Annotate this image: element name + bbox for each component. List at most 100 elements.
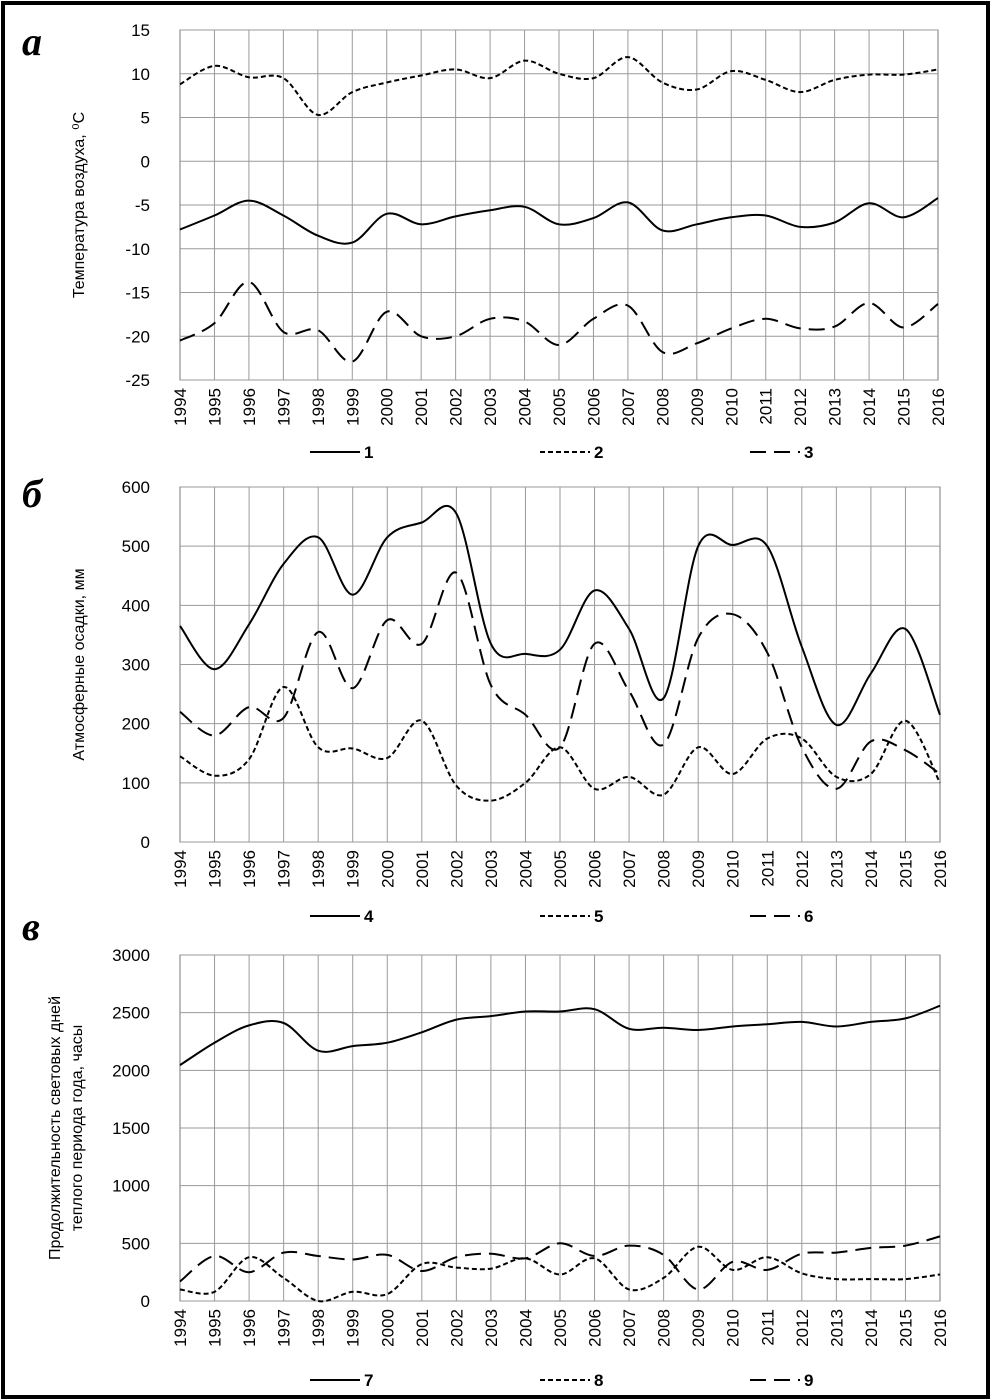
x-tick-label: 2015: [896, 1309, 915, 1347]
y-axis-title: Продолжительность световых дней теплого …: [47, 996, 86, 1260]
x-tick-label: 2004: [516, 388, 535, 426]
legend-label-5: 5: [594, 907, 603, 926]
x-tick-label: 1995: [205, 388, 224, 426]
x-tick-label: 2011: [758, 850, 777, 887]
x-tick-label: 2016: [931, 1309, 950, 1347]
y-tick-label: 10: [131, 65, 150, 84]
x-tick-label: 1997: [275, 850, 294, 888]
x-tick-label: 1997: [274, 388, 293, 426]
x-tick-label: 2006: [586, 850, 605, 888]
x-tick-label: 2002: [447, 388, 466, 426]
y-axis-title: Атмосферные осадки, мм: [71, 568, 88, 760]
y-tick-label: -5: [135, 196, 150, 215]
y-tick-label: 2000: [112, 1061, 150, 1080]
x-tick-label: 2008: [655, 1309, 674, 1347]
x-tick-label: 1996: [240, 850, 259, 888]
y-tick-label: -25: [125, 371, 150, 390]
y-tick-label: 2500: [112, 1004, 150, 1023]
x-tick-label: 1994: [171, 388, 190, 426]
x-tick-label: 2009: [689, 850, 708, 888]
y-axis-label: Температура воздуха, ⁰С: [71, 112, 88, 298]
x-tick-label: 2007: [620, 850, 639, 888]
x-tick-label: 1996: [240, 1309, 259, 1347]
x-tick-label: 2015: [896, 850, 915, 888]
y-tick-label: 1000: [112, 1177, 150, 1196]
series-line-8: [179, 1245, 941, 1303]
x-tick-label: 2014: [860, 388, 879, 426]
x-tick-label: 2010: [722, 388, 741, 426]
x-tick-label: 1998: [309, 388, 328, 426]
x-tick-label: 1999: [344, 1309, 363, 1347]
series-line-3: [179, 281, 939, 363]
x-tick-label: 1994: [171, 1309, 190, 1347]
y-tick-label: 200: [122, 715, 150, 734]
y-axis-title: Температура воздуха, ⁰С: [71, 112, 88, 298]
x-tick-label: 2005: [550, 388, 569, 426]
x-tick-label: 2013: [827, 850, 846, 888]
legend-label-6: 6: [804, 907, 813, 926]
series-line-7: [179, 1004, 941, 1066]
series-line-9: [179, 1235, 941, 1291]
x-tick-label: 2010: [724, 1309, 743, 1347]
x-tick-label: 2008: [655, 850, 674, 888]
series-line-2: [179, 56, 939, 116]
x-tick-label: 2016: [929, 388, 948, 426]
x-tick-label: 2000: [378, 850, 397, 888]
x-tick-label: 2007: [620, 1309, 639, 1347]
panel-c-daylight-chart: в Продолжительность световых дней теплог…: [22, 904, 950, 1390]
x-tick-label: 2011: [758, 1309, 777, 1346]
y-tick-label: 1500: [112, 1119, 150, 1138]
y-axis-label: Атмосферные осадки, мм: [71, 568, 88, 760]
x-tick-label: 1994: [171, 850, 190, 888]
y-tick-label: 500: [122, 537, 150, 556]
legend-label-8: 8: [594, 1371, 603, 1390]
y-axis-label-line-1: Продолжительность световых дней: [47, 996, 64, 1260]
y-tick-label: 5: [141, 109, 150, 128]
y-tick-label: 400: [122, 596, 150, 615]
legend-label-7: 7: [364, 1371, 373, 1390]
x-tick-label: 2003: [482, 1309, 501, 1347]
y-tick-label: 100: [122, 774, 150, 793]
x-tick-label: 2005: [551, 850, 570, 888]
x-tick-label: 2004: [516, 1309, 535, 1347]
x-tick-label: 2012: [791, 388, 810, 426]
x-tick-label: 2001: [413, 1309, 432, 1347]
legend-label-2: 2: [594, 443, 603, 462]
legend-label-1: 1: [364, 443, 373, 462]
x-tick-label: 2004: [516, 850, 535, 888]
x-tick-label: 2009: [689, 1309, 708, 1347]
x-tick-label: 2014: [862, 1309, 881, 1347]
series-line-4: [179, 504, 941, 726]
x-tick-label: 2011: [757, 388, 776, 425]
y-tick-label: 0: [141, 1292, 150, 1311]
x-tick-label: 2001: [412, 388, 431, 426]
panel-b-precipitation-chart: б Атмосферные осадки, мм 600 500 400 300 200…: [22, 471, 950, 926]
x-tick-label: 2000: [378, 388, 397, 426]
x-tick-label: 2014: [862, 850, 881, 888]
x-tick-label: 1998: [309, 850, 328, 888]
x-tick-label: 1995: [206, 1309, 225, 1347]
x-tick-label: 2002: [447, 850, 466, 888]
legend-label-4: 4: [364, 907, 374, 926]
y-tick-label: -10: [125, 240, 150, 259]
panel-a-temperature-chart: а Температура воздуха, ⁰С 15 10 5 0 -5 -10 -15…: [22, 19, 948, 462]
x-tick-label: 2008: [653, 388, 672, 426]
x-tick-label: 2007: [619, 388, 638, 426]
x-tick-label: 2016: [931, 850, 950, 888]
panel-letter-b: б: [22, 471, 44, 516]
x-tick-label: 1996: [240, 388, 259, 426]
x-tick-label: 2006: [584, 388, 603, 426]
x-tick-label: 1995: [206, 850, 225, 888]
y-tick-label: 600: [122, 478, 150, 497]
series-line-5: [179, 686, 941, 802]
x-tick-label: 2010: [724, 850, 743, 888]
y-tick-label: 0: [141, 833, 150, 852]
x-tick-label: 2001: [413, 850, 432, 888]
y-axis-label-line-2: теплого периода года, часы: [69, 1025, 86, 1231]
y-tick-label: 3000: [112, 946, 150, 965]
x-tick-label: 2013: [826, 388, 845, 426]
x-tick-label: 2003: [482, 850, 501, 888]
